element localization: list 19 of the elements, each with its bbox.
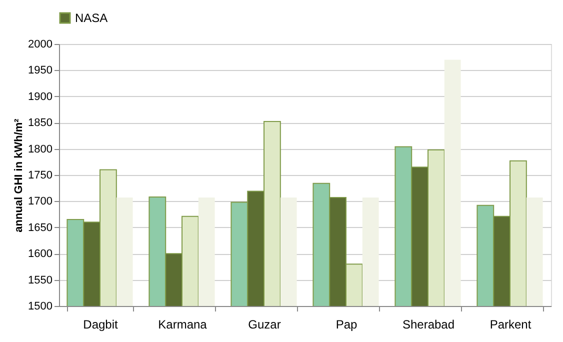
y-tick-label: 1600 [28,248,52,260]
x-tick-label: Pap [336,318,358,332]
y-axis-title: annual GHI in kWh/m² [13,118,26,232]
y-tick-label: 1650 [28,222,52,234]
y-tick-label: 1900 [28,90,52,103]
x-tick-label: Guzar [248,318,281,332]
y-tick-label: 1500 [28,300,52,312]
x-tick-label: Sherabad [402,318,455,332]
x-tick-label: Karmana [158,318,208,332]
y-tick-label: 1750 [28,170,52,182]
legend-label: NASA [75,11,108,25]
x-tick-label: Dagbit [83,318,119,332]
x-tick-label: Parkent [490,318,532,332]
y-tick-label: 1800 [28,143,52,156]
y-tick-label: 1700 [28,196,52,208]
y-tick-label: 1950 [28,64,52,77]
y-tick-label: 1850 [28,117,52,130]
y-tick-label: 1550 [28,274,52,286]
y-tick-label: 2000 [28,38,52,50]
